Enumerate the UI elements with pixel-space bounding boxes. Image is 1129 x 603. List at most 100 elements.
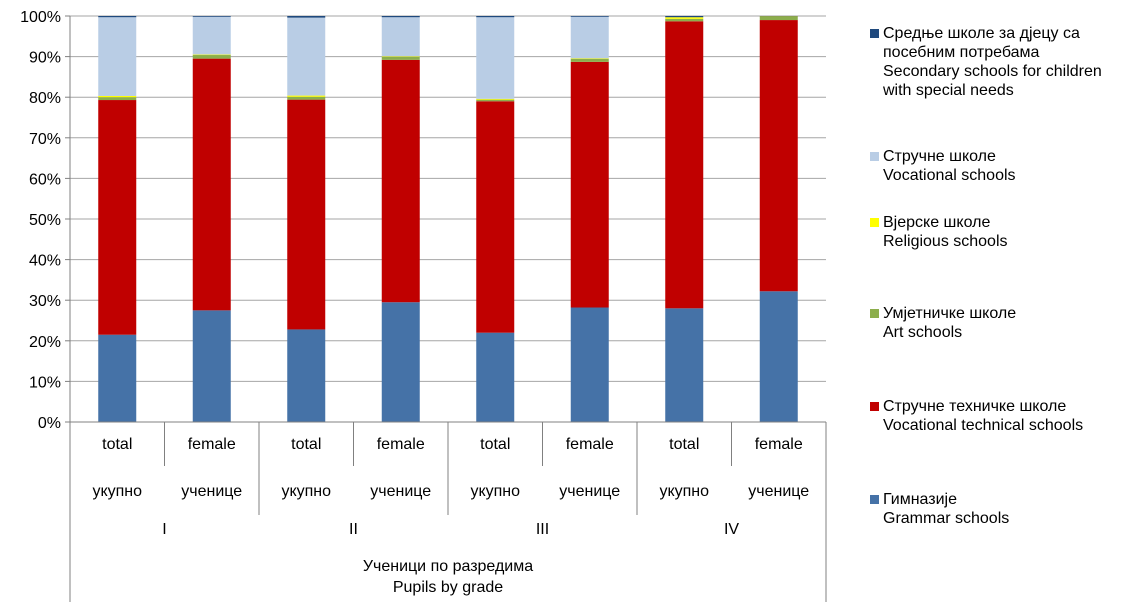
legend-swatch [870, 495, 879, 504]
bar-segment-1 [192, 58, 231, 311]
bar-segment-3 [192, 54, 231, 56]
y-tick-label: 0% [38, 415, 61, 432]
bar-segment-3 [759, 16, 798, 17]
legend-label-line: Vocational technical schools [883, 417, 1084, 434]
bar-segment-5 [476, 16, 515, 18]
bar-segment-4 [98, 17, 137, 96]
axes [65, 15, 827, 602]
bar-segment-5 [192, 16, 231, 17]
legend-item: Средње школе за дјецу са посебним потреба… [870, 24, 1102, 100]
x-axis-title-line: Ученици по разредима [363, 558, 533, 575]
bar-segment-0 [570, 307, 609, 422]
bar-label-bottom: укупно [92, 483, 142, 500]
legend-label-line: Стручне школе [883, 148, 996, 165]
legend-swatch [870, 29, 879, 38]
bar-label-bottom: укупно [281, 483, 331, 500]
legend-label-line: Vocational schools [883, 167, 1016, 184]
legend-label: Вјерске школе Religious schools [883, 213, 1008, 251]
y-tick-label: 10% [29, 374, 61, 391]
bar-segment-5 [287, 16, 326, 18]
bar-segment-2 [759, 16, 798, 21]
legend-label: Стручне школе Vocational schools [883, 147, 1016, 185]
bar-label-top: total [480, 436, 510, 453]
legend-swatch [870, 218, 879, 227]
legend-label-line: Гимназије [883, 491, 957, 508]
bar-segment-4 [570, 16, 609, 59]
legend-label-line: Religious schools [883, 233, 1008, 250]
bar-segment-2 [665, 18, 704, 22]
bar-label-top: total [102, 436, 132, 453]
legend-label-line: Secondary schools for children [883, 63, 1102, 80]
legend-label: Стручне техничке школе Vocational technic… [883, 397, 1083, 435]
legend-label-line: посебним потребама [883, 44, 1040, 61]
legend-label: Гимназије Grammar schools [883, 490, 1009, 528]
bar-segment-3 [381, 56, 420, 57]
legend-swatch [870, 309, 879, 318]
legend-item: Вјерске школе Religious schools [870, 213, 1008, 251]
bar-label-top: female [566, 436, 614, 453]
bar-segment-0 [381, 302, 420, 422]
bar-segment-0 [476, 332, 515, 422]
legend-swatch [870, 402, 879, 411]
legend-label-line: with special needs [883, 82, 1014, 99]
bar-segment-0 [98, 334, 137, 422]
y-tick-label: 90% [29, 50, 61, 67]
bar-segment-0 [665, 308, 704, 422]
bar-segment-1 [287, 99, 326, 330]
bar-segment-3 [665, 17, 704, 19]
bar-segment-0 [192, 310, 231, 422]
legend-item: Стручне школе Vocational schools [870, 147, 1016, 185]
legend-item: Умјетничке школе Art schools [870, 304, 1016, 342]
y-tick-label: 30% [29, 293, 61, 310]
legend-label-line: Grammar schools [883, 510, 1010, 527]
bar-segment-2 [476, 99, 515, 102]
bar-label-top: total [669, 436, 699, 453]
bar-segment-0 [287, 329, 326, 422]
bar-segment-4 [476, 17, 515, 99]
bar-label-top: total [291, 436, 321, 453]
bar-segment-0 [759, 291, 798, 422]
bar-segment-4 [381, 17, 420, 57]
bar-label-bottom: укупно [659, 483, 709, 500]
bar-segment-5 [381, 16, 420, 18]
bar-segment-5 [759, 16, 798, 17]
legend-label-line: Art schools [883, 324, 963, 341]
group-label: II [349, 521, 358, 538]
x-axis-title-line: Pupils by grade [393, 579, 503, 596]
legend-label: Средње школе за дјецу са посебним потреба… [883, 24, 1102, 100]
bars [98, 16, 798, 422]
bar-segment-5 [665, 16, 704, 18]
bar-label-bottom: ученице [748, 483, 809, 500]
bar-label-bottom: укупно [470, 483, 520, 500]
bar-label-bottom: ученице [370, 483, 431, 500]
y-tick-label: 80% [29, 90, 61, 107]
legend-label-line: Вјерске школе [883, 214, 991, 231]
y-tick-label: 50% [29, 212, 61, 229]
stacked-bar-chart: 0% 10% 20% 30% 40% 50% 60% 70% 80% 90% 100% total ук… [20, 9, 827, 602]
bar-label-top: female [755, 436, 803, 453]
legend-item: Гимназије Grammar schools [870, 490, 1009, 528]
y-tick-label: 40% [29, 253, 61, 270]
bar-segment-2 [287, 96, 326, 100]
y-tick-label: 70% [29, 131, 61, 148]
y-tick-label: 60% [29, 171, 61, 188]
bar-segment-5 [570, 16, 609, 17]
bar-segment-1 [98, 100, 137, 335]
bar-segment-1 [759, 20, 798, 292]
bar-segment-3 [287, 95, 326, 97]
bar-segment-4 [192, 16, 231, 55]
y-tick-label: 20% [29, 334, 61, 351]
axis-labels: 0% 10% 20% 30% 40% 50% 60% 70% 80% 90% 100% total ук… [20, 9, 809, 596]
bar-segment-2 [570, 58, 609, 62]
legend-label: Умјетничке школе Art schools [883, 304, 1016, 342]
legend-label-line: Средње школе за дјецу са [883, 25, 1080, 42]
bar-label-bottom: ученице [181, 483, 242, 500]
bar-segment-1 [476, 101, 515, 333]
bar-segment-2 [98, 97, 137, 101]
bar-segment-5 [98, 16, 137, 18]
bar-segment-1 [665, 21, 704, 309]
group-label: IV [724, 521, 739, 538]
legend-item: Стручне техничке школе Vocational technic… [870, 397, 1083, 435]
bar-segment-1 [570, 61, 609, 308]
bar-label-bottom: ученице [559, 483, 620, 500]
